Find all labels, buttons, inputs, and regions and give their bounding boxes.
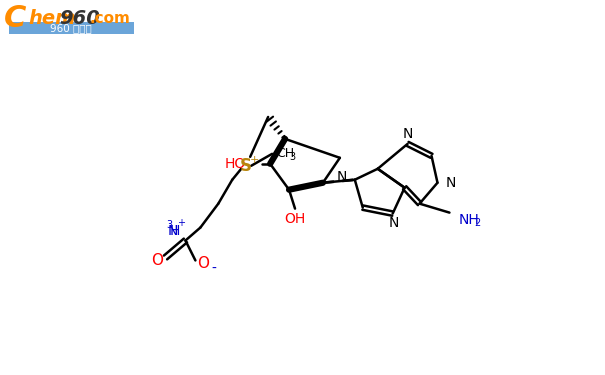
Text: N: N [388, 216, 399, 229]
Text: 3: 3 [166, 220, 172, 230]
Text: S: S [240, 157, 252, 175]
Text: N: N [445, 176, 456, 190]
Text: +: + [177, 217, 186, 228]
Text: -: - [211, 261, 216, 275]
Text: N: N [168, 224, 178, 237]
Text: hem: hem [28, 9, 76, 28]
Text: 3: 3 [289, 152, 295, 162]
Text: N: N [336, 170, 347, 184]
Text: 960 化工网: 960 化工网 [50, 23, 92, 33]
Text: 960: 960 [59, 9, 100, 28]
Text: +: + [249, 155, 259, 165]
Text: .com: .com [90, 11, 131, 26]
Text: C: C [4, 4, 26, 33]
Text: 2: 2 [474, 217, 480, 228]
Text: O: O [151, 253, 163, 268]
Text: CH: CH [276, 147, 294, 160]
Text: H: H [170, 224, 180, 237]
Text: NH: NH [459, 213, 479, 226]
Text: OH: OH [284, 211, 306, 226]
Text: HO: HO [225, 157, 246, 171]
Text: N: N [402, 127, 413, 141]
FancyBboxPatch shape [9, 22, 134, 34]
Text: O: O [197, 256, 209, 271]
